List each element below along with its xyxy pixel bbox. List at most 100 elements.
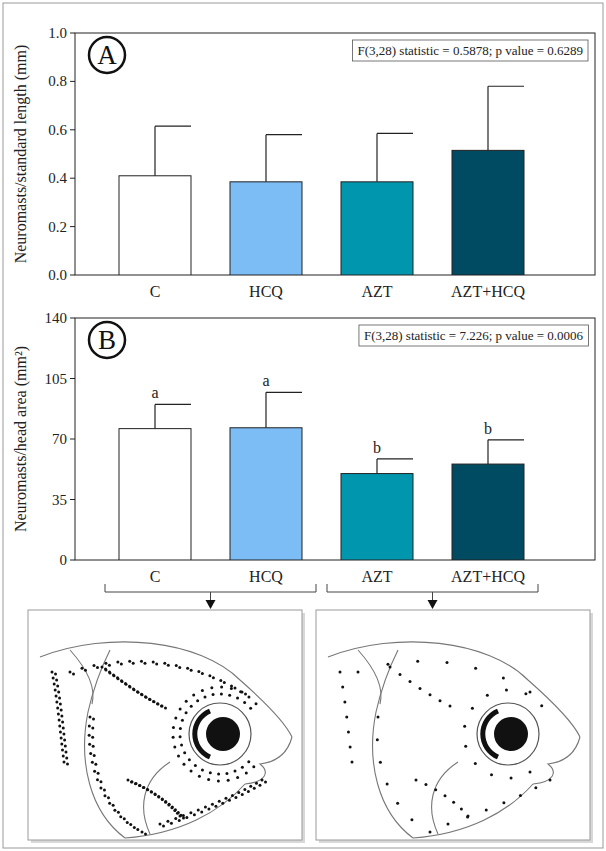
neuromast-dot [220,693,223,696]
neuromast-dot [505,689,508,692]
neuromast-dot [502,677,505,680]
neuromast-dot [379,761,382,764]
neuromast-dot [377,716,380,719]
neuromast-dot [161,798,164,801]
error-stem [154,404,155,428]
neuromast-dot [247,790,250,793]
neuromast-dot [208,674,211,677]
neuromast-dot [138,784,141,787]
neuromast-dot [55,679,58,682]
neuromast-dot [148,698,151,701]
neuromast-dot [80,667,83,670]
neuromast-dot [196,699,199,702]
neuromast-dot [162,825,165,828]
neuromast-dot [347,731,350,734]
neuromast-dot [185,816,188,819]
neuromast-dot [150,790,153,793]
neuromast-dot [60,709,63,712]
y-tick [70,499,75,500]
neuromast-dot [176,812,179,815]
neuromast-dot [225,772,228,775]
neuromast-dot [72,673,75,676]
bar [230,428,302,560]
neuromast-dot [236,697,239,700]
neuromast-dot [159,823,162,826]
neuromast-dot [112,673,115,676]
error-bar [488,440,524,464]
fish-outline [125,784,245,838]
error-bar [155,404,191,428]
neuromast-dot [65,757,68,760]
neuromast-dot [121,680,124,683]
neuromast-dot [434,788,437,791]
neuromast-dot [88,734,91,737]
neuromast-dot [157,795,160,798]
error-stem [376,459,377,474]
neuromast-dot [140,660,143,663]
neuromast-dot [174,817,177,820]
y-axis-title: Neuromasts/standard length (mm) [12,45,30,264]
neuromast-dot [261,779,264,782]
neuromast-dot [200,810,203,813]
neuromast-dot [157,702,160,705]
neuromast-dot [53,683,56,686]
neuromast-dot [460,808,463,811]
neuromast-dot [172,726,175,729]
neuromast-dot [92,664,95,667]
neuromast-dot [60,743,63,746]
neuromast-dot [185,700,188,703]
neuromast-dot [153,793,156,796]
neuromast-dot [54,673,57,676]
neuromast-dot [243,701,246,704]
fish-box [28,610,302,840]
y-tick [70,81,75,82]
panel-letter: B [98,325,116,355]
neuromast-dot [463,725,466,728]
neuromast-dot [108,664,111,667]
neuromast-dot [467,815,470,818]
x-tick-label: HCQ [249,283,283,300]
neuromast-dot [160,704,163,707]
neuromast-dot [156,702,159,705]
y-tick-label: 140 [45,310,68,326]
bar [230,182,302,275]
error-bar [266,392,302,427]
neuromast-dot [91,761,94,764]
y-tick [70,439,75,440]
neuromast-dot [173,809,176,812]
panel: 03570105140Neuromasts/head area (mm²)aab… [12,310,595,585]
neuromast-dot [345,716,348,719]
neuromast-dot [175,664,178,667]
neuromast-dot [103,788,106,791]
x-tick-label: AZT+HCQ [451,568,525,585]
neuromast-dot [132,662,135,665]
neuromast-dot [386,663,389,666]
arrow-head [428,600,438,609]
significance-letter: a [151,384,158,401]
neuromast-dot [96,666,99,669]
error-stem [487,440,488,464]
neuromast-dot [502,801,505,804]
neuromast-dot [57,713,60,716]
neuromast-dot [181,719,184,722]
y-tick-label: 105 [45,371,68,387]
neuromast-dot [197,808,200,811]
neuromast-dot [123,817,126,820]
neuromast-dot [168,803,171,806]
neuromast-dot [227,779,230,782]
neuromast-dot [91,727,94,730]
neuromast-dot [464,745,467,748]
neuromast-dot [97,772,100,775]
neuromast-dot [89,752,92,755]
annotation-box [359,325,589,346]
significance-letter: b [373,439,381,456]
neuromast-dot [64,745,67,748]
neuromast-dot [170,822,173,825]
neuromast-dot [339,671,342,674]
y-tick [70,378,75,379]
neuromast-dot [389,666,392,669]
neuromast-dot [218,800,221,803]
neuromast-dot [192,694,195,697]
neuromast-dot [193,813,196,816]
neuromast-dot [190,669,193,672]
